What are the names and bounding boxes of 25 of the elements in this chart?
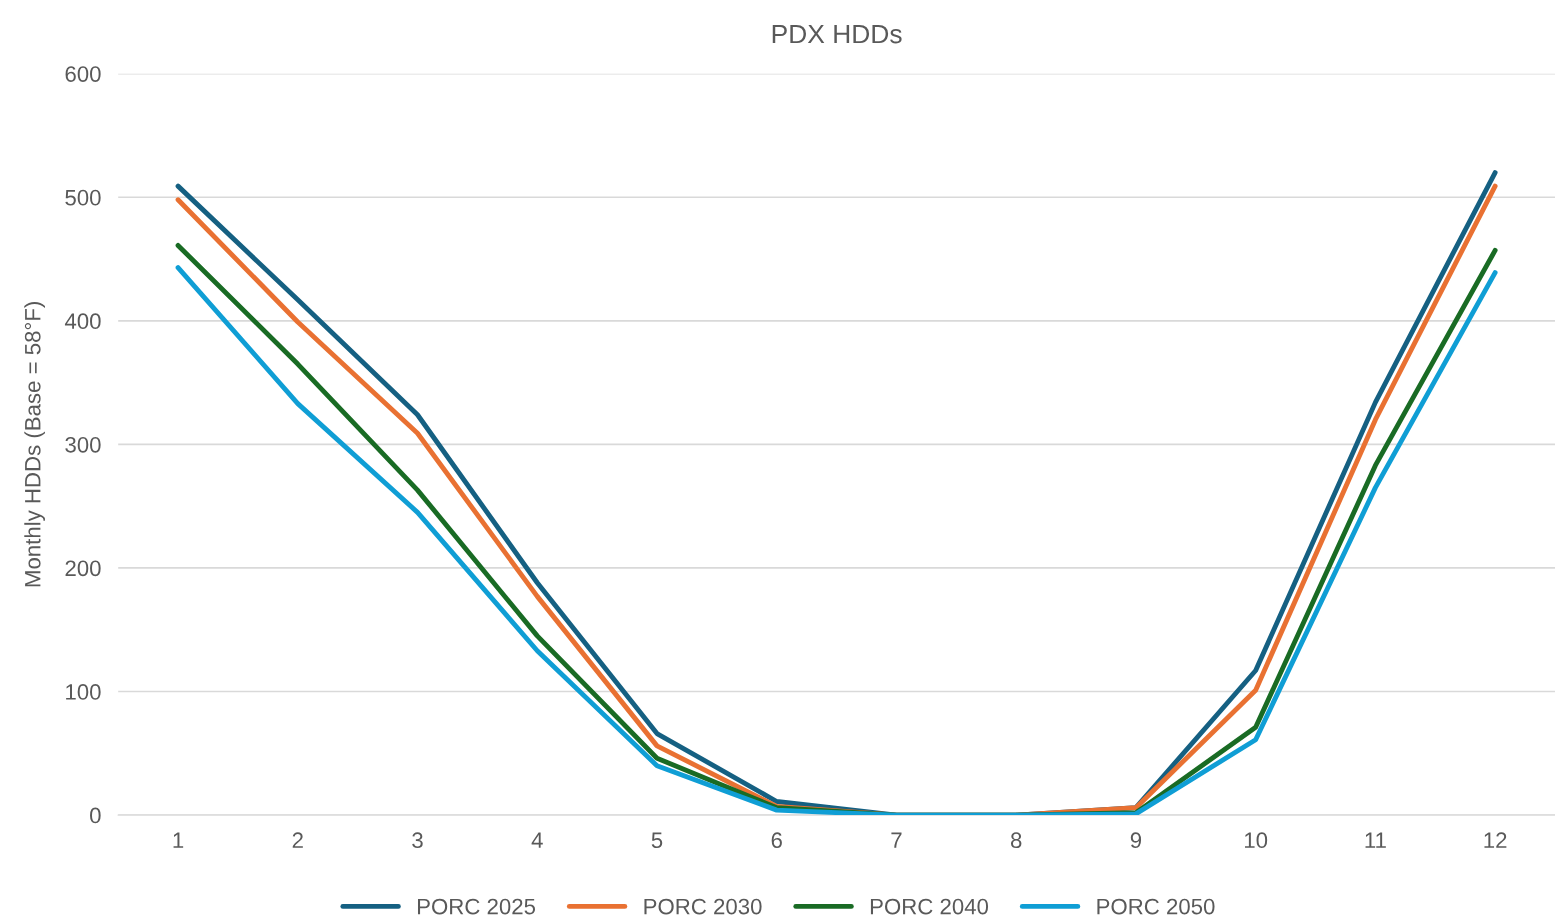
x-tick-label: 8 [1010, 832, 1022, 849]
y-tick-label: 200 [65, 560, 101, 577]
x-tick-label: 9 [1130, 832, 1142, 849]
y-axis-title: Monthly HDDs (Base = 58°F) [24, 302, 45, 587]
x-tick-label: 6 [771, 832, 782, 849]
x-tick-label: 5 [651, 832, 663, 849]
y-tick-label: 500 [65, 189, 101, 206]
y-tick-label: 0 [90, 807, 101, 824]
x-tick-label: 4 [531, 832, 543, 848]
y-tick-label: 300 [65, 436, 101, 453]
x-tick-label: 10 [1245, 832, 1268, 849]
legend-label: PORC 2030 [644, 898, 762, 915]
x-tick-label: 1 [173, 832, 184, 848]
x-tick-label: 2 [292, 832, 303, 848]
x-tick-label: 3 [412, 832, 423, 849]
legend-label: PORC 2040 [870, 898, 989, 915]
legend-label: PORC 2050 [1097, 898, 1215, 915]
x-tick-label: 11 [1365, 832, 1386, 848]
y-tick-label: 400 [64, 313, 101, 330]
chart-title: PDX HDDs [772, 24, 902, 44]
y-tick-label: 600 [65, 66, 101, 82]
legend-label: PORC 2025 [417, 898, 536, 915]
x-tick-label: 12 [1484, 832, 1507, 848]
x-tick-label: 7 [891, 832, 902, 848]
y-tick-label: 100 [66, 684, 101, 700]
